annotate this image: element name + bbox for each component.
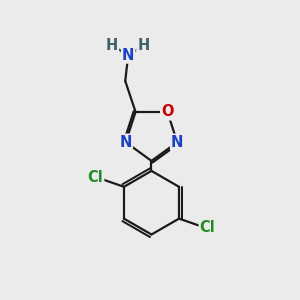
Text: Cl: Cl [200, 220, 215, 235]
Text: H: H [106, 38, 118, 53]
Text: N: N [122, 48, 134, 63]
Text: N: N [171, 135, 183, 150]
Text: N: N [119, 135, 132, 150]
Text: O: O [161, 104, 174, 119]
Text: H: H [137, 38, 150, 53]
Text: Cl: Cl [88, 170, 103, 185]
